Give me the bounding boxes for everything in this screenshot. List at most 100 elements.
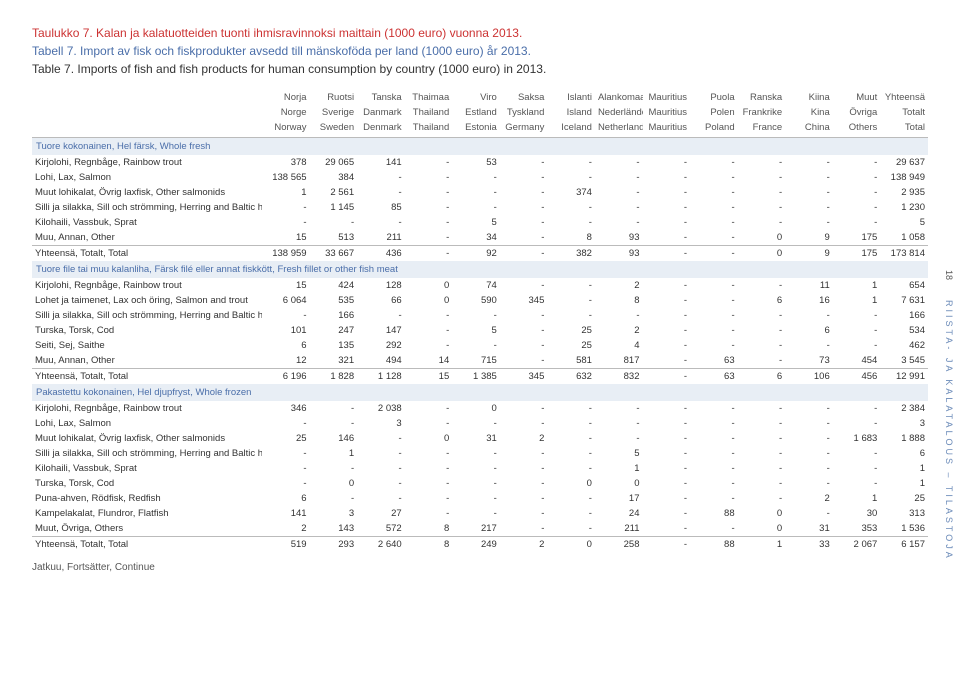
total-cell: - xyxy=(643,537,691,553)
cell: 1 xyxy=(833,278,881,293)
cell: - xyxy=(500,401,548,416)
cell: 378 xyxy=(262,155,310,170)
table-row: Muu, Annan, Other15513211-34-893--091751… xyxy=(32,230,928,246)
cell: - xyxy=(500,338,548,353)
col-header: Poland xyxy=(690,120,738,138)
total-cell: 382 xyxy=(547,246,595,262)
row-label: Muut lohikalat, Övrig laxfisk, Other sal… xyxy=(32,185,262,200)
cell: 590 xyxy=(452,293,500,308)
cell: 8 xyxy=(405,521,453,537)
cell: - xyxy=(643,476,691,491)
cell: 88 xyxy=(690,506,738,521)
cell: - xyxy=(738,215,786,230)
cell: - xyxy=(547,200,595,215)
cell: - xyxy=(833,185,881,200)
total-cell: 93 xyxy=(595,246,643,262)
row-label: Kirjolohi, Regnbåge, Rainbow trout xyxy=(32,401,262,416)
cell: - xyxy=(547,293,595,308)
total-cell: 63 xyxy=(690,369,738,385)
cell: - xyxy=(785,416,833,431)
cell: - xyxy=(785,338,833,353)
col-header: Totalt xyxy=(880,105,928,120)
cell: - xyxy=(547,446,595,461)
cell: - xyxy=(595,215,643,230)
col-header: Frankrike xyxy=(738,105,786,120)
table-row: Silli ja silakka, Sill och strömming, He… xyxy=(32,446,928,461)
total-cell: 175 xyxy=(833,246,881,262)
cell: 166 xyxy=(310,308,358,323)
cell: 6 064 xyxy=(262,293,310,308)
cell: - xyxy=(833,215,881,230)
cell: - xyxy=(690,200,738,215)
row-label: Seiti, Sej, Saithe xyxy=(32,338,262,353)
row-label: Lohi, Lax, Salmon xyxy=(32,416,262,431)
cell: - xyxy=(405,155,453,170)
cell: - xyxy=(357,461,405,476)
cell: - xyxy=(595,401,643,416)
cell: - xyxy=(738,308,786,323)
cell: 5 xyxy=(595,446,643,461)
cell: 1 xyxy=(595,461,643,476)
cell: 12 xyxy=(262,353,310,369)
cell: 8 xyxy=(547,230,595,246)
col-header: Thailand xyxy=(405,120,453,138)
cell: 513 xyxy=(310,230,358,246)
cell: - xyxy=(738,461,786,476)
cell: - xyxy=(785,401,833,416)
cell: - xyxy=(262,446,310,461)
cell: - xyxy=(262,215,310,230)
cell: - xyxy=(500,506,548,521)
cell: - xyxy=(833,401,881,416)
col-header: Norja xyxy=(262,90,310,105)
total-label: Yhteensä, Totalt, Total xyxy=(32,246,262,262)
cell: - xyxy=(405,461,453,476)
cell: 14 xyxy=(405,353,453,369)
cell: 321 xyxy=(310,353,358,369)
cell: - xyxy=(785,446,833,461)
total-cell: - xyxy=(405,246,453,262)
col-header: Viro xyxy=(452,90,500,105)
cell: - xyxy=(452,200,500,215)
total-cell: - xyxy=(643,246,691,262)
cell: 138 565 xyxy=(262,170,310,185)
row-label: Muut lohikalat, Övrig laxfisk, Other sal… xyxy=(32,431,262,446)
total-row: Yhteensä, Totalt, Total5192932 640824920… xyxy=(32,537,928,553)
cell: 1 888 xyxy=(880,431,928,446)
cell: - xyxy=(547,401,595,416)
cell: - xyxy=(262,416,310,431)
cell: 1 xyxy=(880,461,928,476)
table-row: Muut lohikalat, Övrig laxfisk, Other sal… xyxy=(32,431,928,446)
cell: - xyxy=(643,215,691,230)
total-row: Yhteensä, Totalt, Total138 95933 667436-… xyxy=(32,246,928,262)
cell: - xyxy=(785,185,833,200)
table-row: Lohi, Lax, Salmon--3----------3 xyxy=(32,416,928,431)
cell: - xyxy=(405,200,453,215)
col-header: Iceland xyxy=(547,120,595,138)
row-label: Lohet ja taimenet, Lax och öring, Salmon… xyxy=(32,293,262,308)
cell: - xyxy=(500,353,548,369)
cell: 25 xyxy=(880,491,928,506)
total-cell: 8 xyxy=(405,537,453,553)
cell: - xyxy=(357,491,405,506)
col-header: Norway xyxy=(262,120,310,138)
cell: 0 xyxy=(405,278,453,293)
cell: 384 xyxy=(310,170,358,185)
cell: - xyxy=(405,308,453,323)
cell: 0 xyxy=(452,401,500,416)
total-cell: 2 640 xyxy=(357,537,405,553)
cell: - xyxy=(310,491,358,506)
cell: - xyxy=(833,338,881,353)
cell: 25 xyxy=(547,323,595,338)
cell: 424 xyxy=(310,278,358,293)
cell: - xyxy=(262,461,310,476)
cell: - xyxy=(785,170,833,185)
cell: - xyxy=(405,230,453,246)
col-header: Tyskland xyxy=(500,105,548,120)
cell: 34 xyxy=(452,230,500,246)
cell: - xyxy=(357,476,405,491)
cell: 1 536 xyxy=(880,521,928,537)
cell: - xyxy=(833,446,881,461)
cell: 31 xyxy=(785,521,833,537)
cell: 73 xyxy=(785,353,833,369)
table-row: Lohet ja taimenet, Lax och öring, Salmon… xyxy=(32,293,928,308)
